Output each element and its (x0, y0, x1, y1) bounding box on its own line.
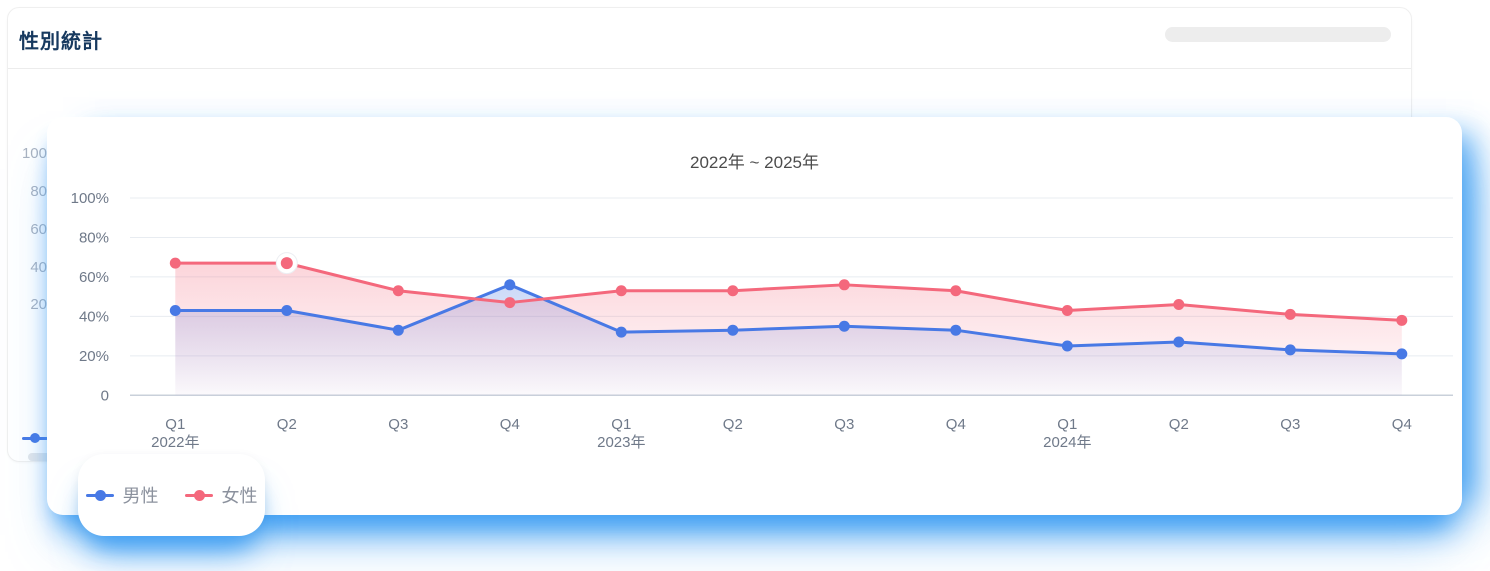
x-axis-tick: Q4 (1392, 416, 1412, 433)
data-point[interactable] (727, 285, 739, 297)
x-axis-year-label: 2022年 (151, 434, 199, 451)
y-axis-tick: 20% (79, 348, 109, 365)
data-point[interactable] (950, 285, 962, 297)
x-axis-tick: Q4 (946, 416, 966, 433)
data-point[interactable] (1061, 340, 1073, 352)
x-axis-tick: Q3 (834, 416, 854, 433)
loading-skeleton-pill (1165, 27, 1391, 42)
data-point[interactable] (838, 279, 850, 291)
data-point[interactable] (1061, 304, 1073, 316)
data-point[interactable] (392, 324, 404, 336)
male-series-line-icon (85, 489, 114, 502)
x-axis-year-label: 2023年 (597, 434, 645, 451)
data-point[interactable] (838, 320, 850, 332)
legend-dot-icon (94, 489, 106, 501)
legend-item-female[interactable]: 女性 (184, 482, 258, 508)
x-axis-tick: Q4 (500, 416, 520, 433)
y-axis-tick: 0 (101, 387, 109, 404)
chart-legend-card: 男性 女性 (78, 454, 265, 536)
data-point[interactable] (950, 324, 962, 336)
x-axis-tick: Q2 (723, 416, 743, 433)
background-y-tick: 40 (30, 259, 47, 276)
series-line-1 (173, 261, 1404, 322)
legend-item-male[interactable]: 男性 (85, 482, 159, 508)
data-point[interactable] (281, 304, 293, 316)
data-point[interactable] (169, 257, 181, 269)
y-axis-tick: 40% (79, 308, 109, 325)
background-y-tick: 20 (30, 296, 47, 313)
x-axis-year-label: 2024年 (1043, 434, 1091, 451)
legend-label-female: 女性 (221, 486, 258, 506)
x-axis-tick: Q2 (1169, 416, 1189, 433)
data-point[interactable] (1396, 348, 1408, 360)
data-point[interactable] (1284, 308, 1296, 320)
legend-label-male: 男性 (122, 486, 159, 506)
series-line-0 (173, 283, 1404, 356)
x-axis-tick: Q1 (165, 416, 185, 433)
data-point[interactable] (1173, 299, 1185, 311)
chart-title: 2022年 ~ 2025年 (689, 153, 819, 172)
data-point[interactable] (727, 324, 739, 336)
x-axis-tick: Q1 (611, 416, 631, 433)
page-title: 性別統計 (19, 31, 103, 53)
data-point[interactable] (504, 297, 516, 309)
x-axis-tick: Q1 (1057, 416, 1077, 433)
y-axis-tick: 80% (79, 229, 109, 246)
background-y-tick: 100 (21, 145, 47, 162)
y-axis-tick: 60% (79, 269, 109, 286)
data-point[interactable] (1284, 344, 1296, 356)
x-axis-tick: Q3 (388, 416, 408, 433)
data-point[interactable] (1396, 314, 1408, 326)
chart-card: 2022年 ~ 2025年 100% 80% 60% 40% 20% 0 Q1 2022年 Q2… (47, 117, 1462, 515)
data-point[interactable] (1173, 336, 1185, 348)
background-legend-line-icon (22, 432, 48, 444)
legend-dot-icon (30, 433, 40, 443)
female-series-line-icon (184, 489, 213, 502)
panel-header: 性別統計 (8, 8, 1411, 69)
x-axis-tick: Q2 (277, 416, 297, 433)
data-point[interactable] (392, 285, 404, 297)
background-y-tick: 60 (30, 221, 47, 238)
legend-dot-icon (193, 489, 205, 501)
data-point[interactable] (169, 304, 181, 316)
y-axis-tick: 100% (71, 190, 109, 207)
data-point[interactable] (504, 279, 516, 291)
data-point[interactable] (615, 326, 627, 338)
x-axis-tick: Q3 (1280, 416, 1300, 433)
background-y-tick: 80 (30, 183, 47, 200)
data-point[interactable] (615, 285, 627, 297)
data-point[interactable] (280, 257, 293, 270)
